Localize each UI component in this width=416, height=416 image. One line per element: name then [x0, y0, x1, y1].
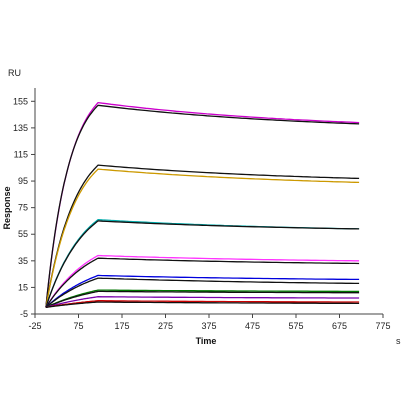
x-unit-label: s [396, 336, 401, 346]
y-tick-label: 155 [13, 96, 28, 106]
x-tick-label: 775 [375, 321, 390, 331]
x-tick-label: 275 [158, 321, 173, 331]
sensorgram-curve-4 [45, 168, 360, 308]
y-tick-label: 135 [13, 123, 28, 133]
sensorgram-curve-12 [45, 290, 360, 308]
y-tick-label: 115 [14, 149, 28, 159]
y-tick-label: 55 [18, 229, 28, 239]
x-tick-label: 375 [201, 321, 216, 331]
sensorgram-curve-10 [45, 277, 360, 308]
x-tick-label: 175 [114, 321, 129, 331]
sensorgram-curve-6 [45, 220, 360, 308]
sensorgram-curve-1 [45, 101, 360, 308]
y-tick-label: 95 [18, 176, 28, 186]
y-tick-label: -5 [20, 309, 28, 319]
x-tick-label: 75 [73, 321, 83, 331]
sensorgram-curve-8 [45, 257, 360, 308]
sensorgram-curve-9 [45, 274, 360, 308]
y-tick-label: 35 [18, 256, 28, 266]
x-tick-label: -25 [28, 321, 41, 331]
series-layer [45, 101, 360, 309]
sensorgram-curve-7 [45, 254, 360, 308]
y-unit-label: RU [8, 68, 21, 78]
x-tick-label: 475 [245, 321, 260, 331]
y-tick-label: 75 [18, 203, 28, 213]
x-tick-label: 675 [332, 321, 347, 331]
sensorgram-curve-14 [45, 300, 360, 309]
sensorgram-curve-13 [45, 296, 360, 309]
x-axis-title: Time [196, 336, 217, 346]
sensorgram-curve-3 [45, 164, 360, 308]
y-tick-label: 15 [18, 282, 28, 292]
sensorgram-curve-15 [45, 301, 360, 309]
sensorgram-curve-2 [45, 104, 360, 308]
axes-layer: -25 75 175 275 375 475 575 675 775 -5 15 35 55 75 95 11… [13, 88, 391, 331]
y-axis-title: Response [2, 186, 12, 229]
x-tick-label: 575 [288, 321, 303, 331]
